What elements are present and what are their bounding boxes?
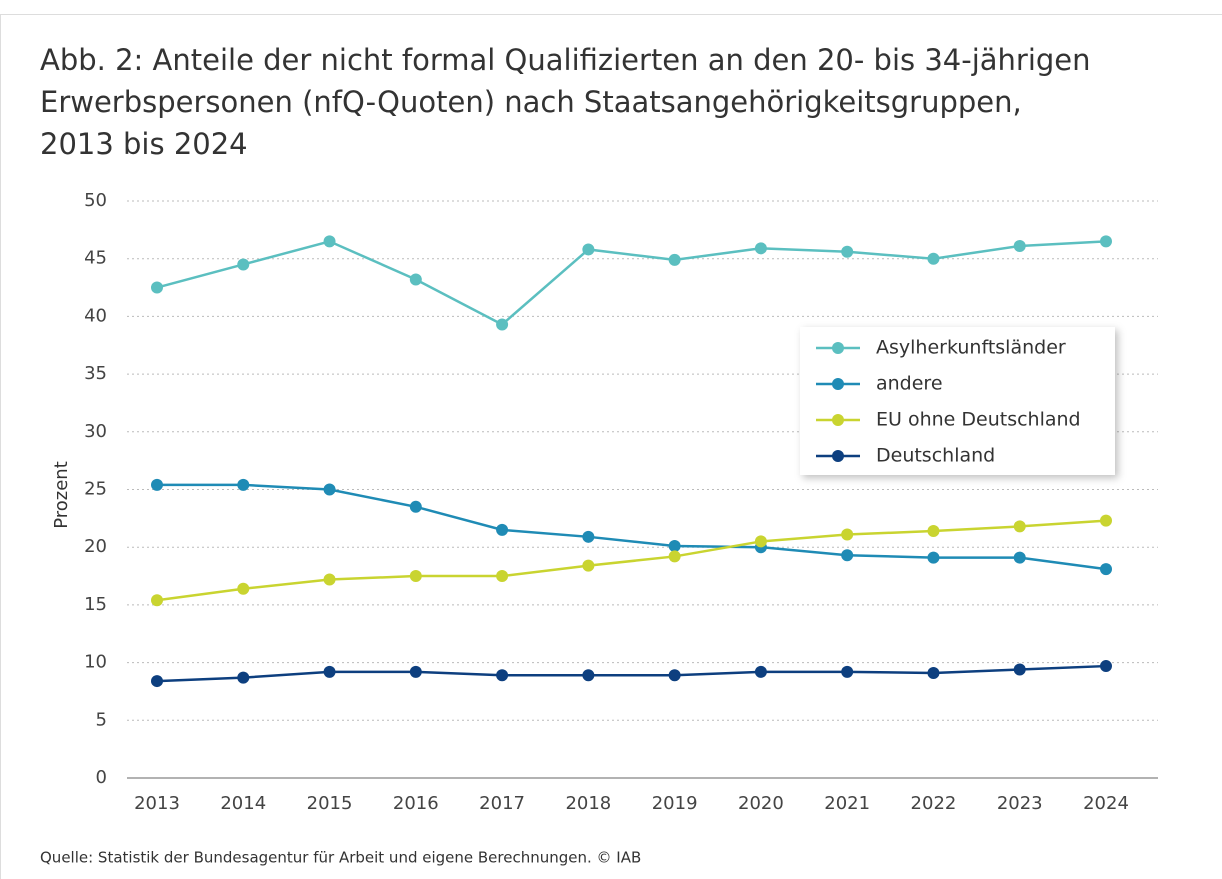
data-point: [323, 483, 336, 496]
y-tick-label: 0: [96, 767, 107, 788]
data-point: [754, 665, 767, 678]
series-line: [157, 483, 1107, 571]
legend-label: Deutschland: [876, 445, 995, 467]
data-point: [237, 582, 250, 595]
data-point: [927, 551, 940, 564]
data-point: [323, 235, 336, 248]
data-point: [668, 669, 681, 682]
data-point: [668, 253, 681, 266]
data-point: [582, 530, 595, 543]
data-point: [1013, 240, 1026, 253]
y-tick-label: 10: [84, 652, 107, 673]
data-point: [582, 243, 595, 256]
data-point: [582, 669, 595, 682]
x-tick-label: 2024: [1083, 793, 1129, 814]
y-tick-label: 40: [84, 305, 107, 326]
data-point: [237, 671, 250, 684]
data-point: [409, 273, 422, 286]
data-point: [496, 523, 509, 536]
data-point: [841, 528, 854, 541]
legend-label: Asylherkunftsländer: [876, 337, 1066, 359]
data-point: [1013, 663, 1026, 676]
data-point: [841, 549, 854, 562]
series-line: [156, 664, 1107, 683]
data-point: [927, 525, 940, 538]
x-tick-label: 2018: [565, 793, 611, 814]
data-point: [927, 252, 940, 265]
data-point: [1100, 660, 1112, 673]
data-point: [496, 318, 509, 331]
data-point: [237, 478, 250, 491]
data-point: [668, 540, 681, 553]
legend-swatch: [832, 414, 844, 426]
series-line: [156, 519, 1107, 602]
x-tick-label: 2020: [738, 793, 784, 814]
x-tick-label: 2016: [393, 793, 439, 814]
data-point: [409, 570, 422, 583]
data-point: [1013, 551, 1026, 564]
data-point: [754, 535, 767, 548]
legend-swatch: [832, 342, 844, 354]
y-tick-label: 50: [84, 190, 107, 211]
frame: [0, 14, 1222, 879]
legend-label: andere: [876, 373, 943, 395]
data-point: [409, 665, 422, 678]
y-tick-label: 5: [96, 709, 107, 730]
x-tick-label: 2019: [652, 793, 698, 814]
y-tick-label: 35: [84, 363, 107, 384]
data-point: [323, 573, 336, 586]
data-point: [151, 594, 163, 607]
data-point: [582, 559, 595, 572]
data-point: [841, 245, 854, 258]
y-axis-label: Prozent: [51, 461, 72, 529]
x-tick-label: 2017: [479, 793, 525, 814]
x-tick-label: 2021: [824, 793, 870, 814]
chart-title: Abb. 2: Anteile der nicht formal Qualifi…: [40, 43, 1091, 77]
data-point: [1100, 514, 1112, 527]
y-tick-label: 30: [84, 421, 107, 442]
data-point: [151, 478, 163, 491]
y-tick-label: 15: [84, 594, 107, 615]
data-point: [754, 242, 767, 255]
data-point: [927, 666, 940, 679]
data-point: [496, 570, 509, 583]
data-point: [1013, 520, 1026, 533]
data-point: [1100, 563, 1112, 576]
series-line: [156, 240, 1107, 326]
data-point: [151, 281, 163, 294]
legend-box: [800, 327, 1115, 475]
legend-swatch: [832, 378, 844, 390]
x-tick-label: 2023: [997, 793, 1043, 814]
data-point: [237, 258, 250, 271]
data-point: [151, 675, 163, 688]
x-tick-label: 2015: [307, 793, 353, 814]
y-tick-label: 20: [84, 536, 107, 557]
data-point: [409, 500, 422, 513]
y-tick-label: 45: [84, 248, 107, 269]
legend-swatch: [832, 450, 844, 462]
data-point: [841, 665, 854, 678]
x-tick-label: 2013: [134, 793, 180, 814]
x-tick-label: 2014: [220, 793, 266, 814]
data-point: [668, 550, 681, 563]
data-point: [323, 665, 336, 678]
data-point: [496, 669, 509, 682]
chart-title: Erwerbspersonen (nfQ-Quoten) nach Staats…: [40, 85, 1022, 119]
data-point: [1100, 235, 1112, 248]
source: Quelle: Statistik der Bundesagentur für …: [40, 849, 641, 867]
y-tick-label: 25: [84, 479, 107, 500]
legend-label: EU ohne Deutschland: [876, 409, 1081, 431]
x-tick-label: 2022: [911, 793, 957, 814]
chart-title: 2013 bis 2024: [40, 127, 248, 161]
